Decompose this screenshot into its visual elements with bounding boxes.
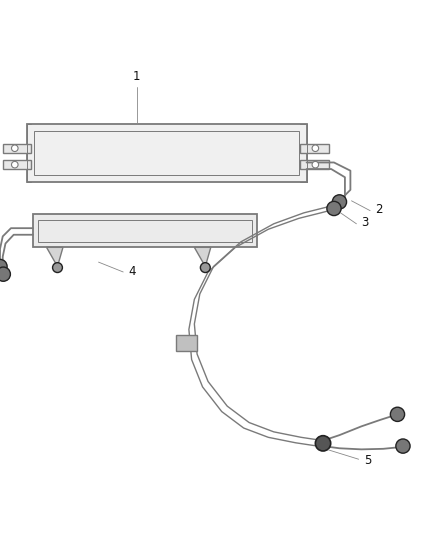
Circle shape bbox=[396, 439, 410, 453]
Circle shape bbox=[312, 161, 318, 168]
Circle shape bbox=[0, 260, 7, 273]
Text: 3: 3 bbox=[361, 216, 369, 229]
Text: 1: 1 bbox=[133, 70, 141, 83]
Bar bbox=[3, 144, 31, 152]
Bar bbox=[300, 144, 328, 152]
Circle shape bbox=[327, 201, 341, 215]
Circle shape bbox=[390, 407, 405, 422]
Bar bbox=[3, 160, 31, 169]
Text: 5: 5 bbox=[364, 454, 371, 467]
Circle shape bbox=[11, 161, 18, 168]
Bar bbox=[38, 220, 252, 242]
Circle shape bbox=[312, 145, 318, 151]
Circle shape bbox=[200, 263, 210, 272]
Circle shape bbox=[53, 263, 62, 272]
Polygon shape bbox=[46, 247, 63, 266]
Bar bbox=[300, 160, 328, 169]
Circle shape bbox=[332, 195, 346, 209]
Circle shape bbox=[11, 145, 18, 151]
Text: 2: 2 bbox=[375, 203, 382, 215]
Text: 4: 4 bbox=[129, 265, 136, 278]
Circle shape bbox=[315, 435, 331, 451]
Circle shape bbox=[0, 267, 11, 281]
Bar bbox=[176, 335, 197, 351]
Bar bbox=[33, 214, 257, 247]
Bar bbox=[35, 131, 300, 174]
Bar bbox=[27, 124, 307, 182]
Polygon shape bbox=[194, 247, 211, 266]
